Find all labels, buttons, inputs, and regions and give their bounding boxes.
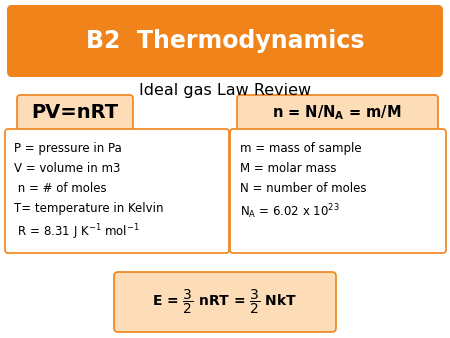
Text: m = mass of sample: m = mass of sample xyxy=(240,142,362,155)
Text: n = N/N$_\mathregular{A}$ = m/M: n = N/N$_\mathregular{A}$ = m/M xyxy=(272,104,402,122)
Text: E = $\dfrac{3}{2}$ nRT = $\dfrac{3}{2}$ NkT: E = $\dfrac{3}{2}$ nRT = $\dfrac{3}{2}$ … xyxy=(153,288,297,316)
Text: R = 8.31 J K$^{-1}$ mol$^{-1}$: R = 8.31 J K$^{-1}$ mol$^{-1}$ xyxy=(14,222,140,242)
FancyBboxPatch shape xyxy=(17,95,133,131)
Text: Ideal gas Law Review: Ideal gas Law Review xyxy=(139,82,311,97)
Text: M = molar mass: M = molar mass xyxy=(240,162,337,175)
FancyBboxPatch shape xyxy=(114,272,336,332)
Text: P = pressure in Pa: P = pressure in Pa xyxy=(14,142,122,155)
FancyBboxPatch shape xyxy=(7,5,443,77)
Text: n = # of moles: n = # of moles xyxy=(14,182,107,195)
FancyBboxPatch shape xyxy=(5,129,229,253)
Text: B2  Thermodynamics: B2 Thermodynamics xyxy=(86,29,364,53)
Text: N = number of moles: N = number of moles xyxy=(240,182,366,195)
Text: V = volume in m3: V = volume in m3 xyxy=(14,162,121,175)
FancyBboxPatch shape xyxy=(230,129,446,253)
Text: PV=nRT: PV=nRT xyxy=(32,103,118,122)
Text: N$_\mathregular{A}$ = 6.02 x 10$^{23}$: N$_\mathregular{A}$ = 6.02 x 10$^{23}$ xyxy=(240,202,340,221)
Text: T= temperature in Kelvin: T= temperature in Kelvin xyxy=(14,202,163,215)
FancyBboxPatch shape xyxy=(237,95,438,131)
